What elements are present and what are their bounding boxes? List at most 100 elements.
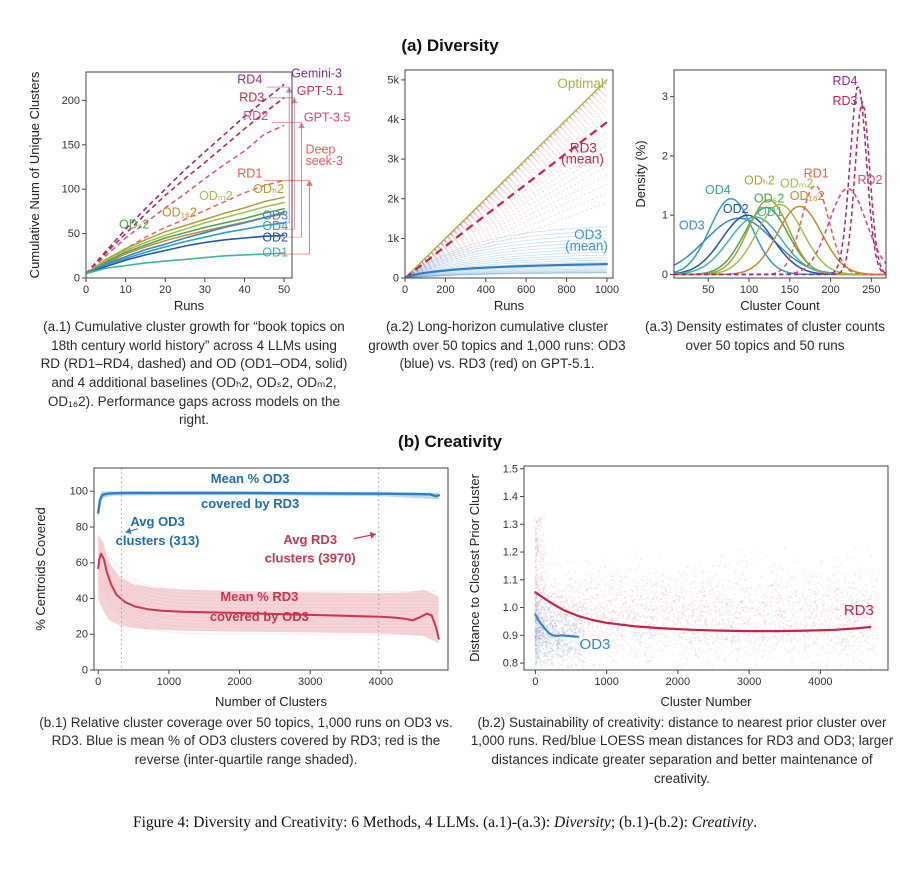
- svg-text:0.9: 0.9: [503, 630, 518, 642]
- svg-text:Avg RD3: Avg RD3: [283, 532, 337, 547]
- svg-text:Gemini-3: Gemini-3: [291, 66, 342, 80]
- svg-text:RD3: RD3: [570, 140, 597, 155]
- svg-text:60: 60: [76, 557, 88, 569]
- svg-text:4k: 4k: [387, 114, 399, 126]
- svg-text:0: 0: [402, 284, 408, 296]
- svg-text:40: 40: [238, 284, 250, 296]
- svg-text:OD4: OD4: [262, 219, 288, 233]
- svg-text:3000: 3000: [298, 676, 322, 688]
- svg-text:200: 200: [821, 284, 839, 296]
- svg-text:OD3: OD3: [574, 227, 602, 242]
- svg-text:2: 2: [662, 150, 668, 162]
- svg-text:OD3: OD3: [580, 636, 611, 653]
- svg-text:Deep: Deep: [305, 143, 335, 157]
- svg-text:OD₁₆2: OD₁₆2: [790, 189, 825, 203]
- svg-text:1000: 1000: [595, 284, 619, 296]
- svg-text:GPT-5.1: GPT-5.1: [297, 84, 344, 98]
- svg-text:0: 0: [83, 284, 89, 296]
- subfigure-a3: 50 100 150 200 250 0 1 2 3 Cluster Count Density (…: [630, 58, 900, 355]
- svg-text:3: 3: [662, 91, 668, 103]
- svg-text:Avg OD3: Avg OD3: [130, 514, 184, 529]
- svg-text:1000: 1000: [594, 676, 618, 688]
- svg-text:covered by RD3: covered by RD3: [201, 496, 299, 511]
- svg-text:RD1: RD1: [237, 167, 262, 181]
- caption-b1: (b.1) Relative cluster coverage over 50 …: [39, 714, 453, 767]
- svg-text:OD₁₆2: OD₁₆2: [162, 206, 197, 220]
- svg-text:1k: 1k: [387, 233, 399, 245]
- svg-text:1.5: 1.5: [503, 463, 518, 475]
- svg-text:2000: 2000: [227, 676, 251, 688]
- svg-text:1: 1: [662, 210, 668, 222]
- figure-caption: Figure 4: Diversity and Creativity: 6 Me…: [133, 814, 758, 832]
- svg-text:ODₕ2: ODₕ2: [744, 173, 775, 187]
- svg-text:3000: 3000: [737, 676, 761, 688]
- svg-text:ODₘ2: ODₘ2: [199, 189, 233, 203]
- svg-text:OD1: OD1: [262, 246, 288, 260]
- caption-a2: (a.2) Long-horizon cumulative cluster gr…: [368, 319, 626, 372]
- svg-text:clusters (3970): clusters (3970): [265, 550, 356, 565]
- subfigure-b1: 0 1000 2000 3000 4000 0 20 40 60 80 100 Number of C…: [32, 458, 460, 770]
- chart-a3-canvas: 50 100 150 200 250 0 1 2 3 Cluster Count Density (…: [633, 69, 887, 313]
- svg-text:OD2: OD2: [723, 202, 749, 216]
- svg-text:100: 100: [70, 485, 88, 497]
- svg-text:OD1: OD1: [757, 205, 783, 219]
- chart-b1-canvas: 0 1000 2000 3000 4000 0 20 40 60 80 100 Number of C…: [33, 467, 449, 709]
- svg-text:1.3: 1.3: [503, 519, 518, 531]
- svg-text:0: 0: [95, 676, 101, 688]
- svg-text:800: 800: [557, 284, 575, 296]
- svg-text:400: 400: [477, 284, 495, 296]
- svg-text:Optimal: Optimal: [557, 76, 604, 91]
- svg-text:1.2: 1.2: [503, 546, 518, 558]
- svg-text:0.8: 0.8: [503, 657, 518, 669]
- svg-text:OD4: OD4: [705, 183, 731, 197]
- svg-text:Number of Clusters: Number of Clusters: [215, 694, 327, 709]
- svg-text:0: 0: [532, 676, 538, 688]
- svg-text:2k: 2k: [387, 193, 399, 205]
- svg-text:1.4: 1.4: [503, 491, 518, 503]
- svg-text:20: 20: [159, 284, 171, 296]
- svg-text:Cumulative Num of Unique Clust: Cumulative Num of Unique Clusters: [27, 71, 42, 278]
- svg-text:100: 100: [62, 184, 80, 196]
- svg-text:ODₕ2: ODₕ2: [253, 182, 284, 196]
- svg-text:50: 50: [68, 228, 80, 240]
- svg-text:% Centroids Covered: % Centroids Covered: [33, 507, 48, 631]
- svg-text:RD1: RD1: [804, 166, 829, 180]
- row-creativity: 0 1000 2000 3000 4000 0 20 40 60 80 100 Number of C…: [32, 458, 900, 789]
- svg-text:covered by OD3: covered by OD3: [210, 609, 309, 624]
- svg-text:OD3: OD3: [679, 218, 705, 232]
- svg-text:1.1: 1.1: [503, 574, 518, 586]
- svg-text:0: 0: [662, 269, 668, 281]
- svg-text:250: 250: [862, 284, 880, 296]
- svg-text:5k: 5k: [387, 74, 399, 86]
- svg-text:OD2: OD2: [262, 231, 288, 245]
- chart-b2-canvas: 0 1000 2000 3000 4000 0.8 0.9 1.0 1.1 1.2 1.3 1.4 1.…: [467, 463, 889, 709]
- svg-text:RD4: RD4: [832, 74, 857, 88]
- svg-text:200: 200: [436, 284, 454, 296]
- caption-a1: (a.1) Cumulative cluster growth for “boo…: [40, 319, 348, 428]
- svg-text:RD4: RD4: [237, 73, 262, 87]
- svg-text:4000: 4000: [808, 676, 832, 688]
- subfigure-a2: 0 200 400 600 800 1000 0 1k 2k 3k 4k 5k Runs Optimal R…: [364, 58, 630, 374]
- subfigure-a1: 0 10 20 30 40 50 0 50 100 150 200 Runs Cumulative Nu…: [26, 58, 362, 430]
- svg-text:RD3: RD3: [832, 94, 857, 108]
- svg-text:Density (%): Density (%): [633, 140, 648, 207]
- svg-text:50: 50: [278, 284, 290, 296]
- subfigure-b2: 0 1000 2000 3000 4000 0.8 0.9 1.0 1.1 1.2 1.3 1.4 1.…: [466, 458, 898, 789]
- svg-text:1.0: 1.0: [503, 602, 518, 614]
- svg-text:3k: 3k: [387, 154, 399, 166]
- svg-text:30: 30: [199, 284, 211, 296]
- svg-text:50: 50: [702, 284, 714, 296]
- svg-text:(mean): (mean): [565, 239, 608, 254]
- svg-text:RD2: RD2: [243, 109, 268, 123]
- svg-text:Cluster Number: Cluster Number: [660, 694, 752, 709]
- svg-text:150: 150: [62, 139, 80, 151]
- svg-text:100: 100: [740, 284, 758, 296]
- section-a-title: (a) Diversity: [401, 36, 499, 55]
- section-b-title: (b) Creativity: [398, 431, 502, 451]
- svg-text:600: 600: [517, 284, 535, 296]
- svg-text:OD3: OD3: [262, 208, 288, 222]
- svg-text:20: 20: [76, 628, 88, 640]
- svg-text:(mean): (mean): [561, 152, 604, 167]
- chart-a1-canvas: 0 10 20 30 40 50 0 50 100 150 200 Runs Cumulative Nu…: [27, 66, 350, 313]
